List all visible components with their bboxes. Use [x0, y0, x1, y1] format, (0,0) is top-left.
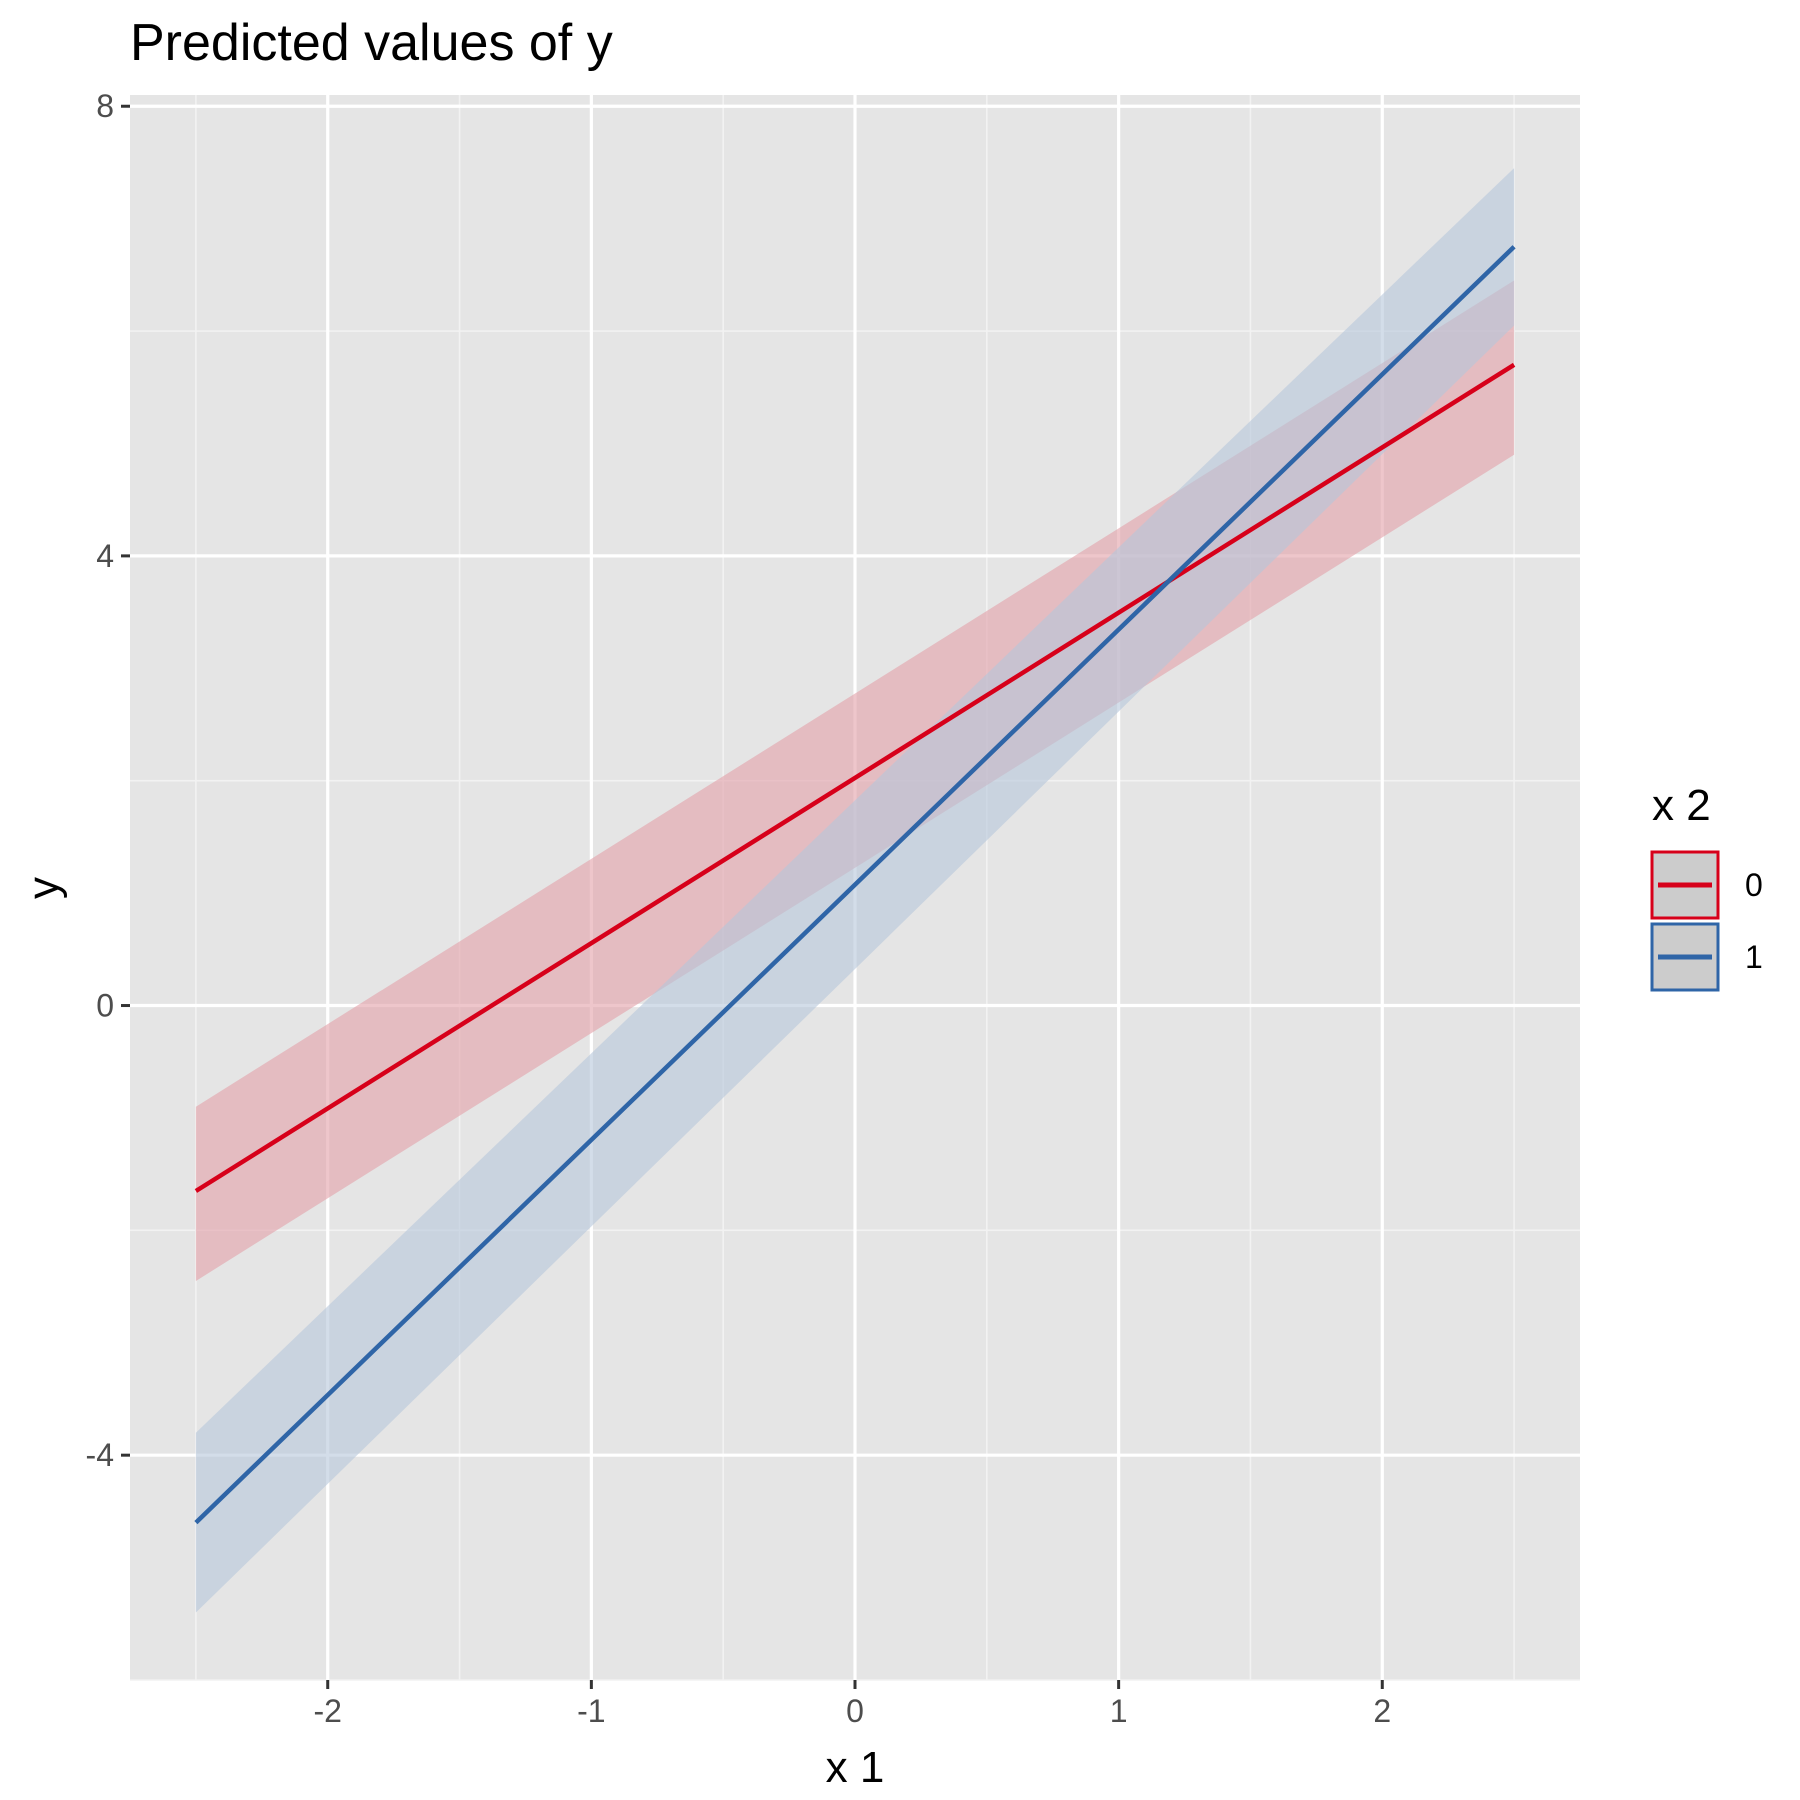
line-series-0: [194, 362, 1516, 1193]
legend-keys: 01: [1650, 850, 1763, 992]
line-series-1: [194, 245, 1516, 1525]
tick-labels: -2 -1 0 1 2 -4 0 4 8: [86, 88, 1392, 1729]
chart-title: Predicted values of y: [130, 14, 613, 72]
y-tick-label: 0: [96, 988, 114, 1024]
y-tick-label: 8: [96, 88, 114, 124]
legend-label-1: 1: [1745, 939, 1763, 975]
ribbon-series-1: [195, 168, 1515, 1613]
x-tick-label: 0: [846, 1693, 864, 1729]
axis-ticks: [121, 104, 1384, 1689]
x-tick-label: -2: [314, 1693, 342, 1729]
x-tick-label: 2: [1373, 1693, 1391, 1729]
confidence-ribbons: [195, 168, 1515, 1613]
legend-title: x 2: [1652, 781, 1711, 830]
y-tick-label: 4: [96, 538, 114, 574]
legend-label-0: 0: [1745, 867, 1763, 903]
y-axis-title: y: [19, 877, 68, 899]
series-lines: [194, 245, 1516, 1525]
y-tick-label: -4: [86, 1437, 114, 1473]
x-axis-title: x 1: [826, 1743, 885, 1792]
x-tick-label: 1: [1110, 1693, 1128, 1729]
x-tick-label: -1: [577, 1693, 605, 1729]
legend: x 2 01: [1650, 781, 1763, 992]
